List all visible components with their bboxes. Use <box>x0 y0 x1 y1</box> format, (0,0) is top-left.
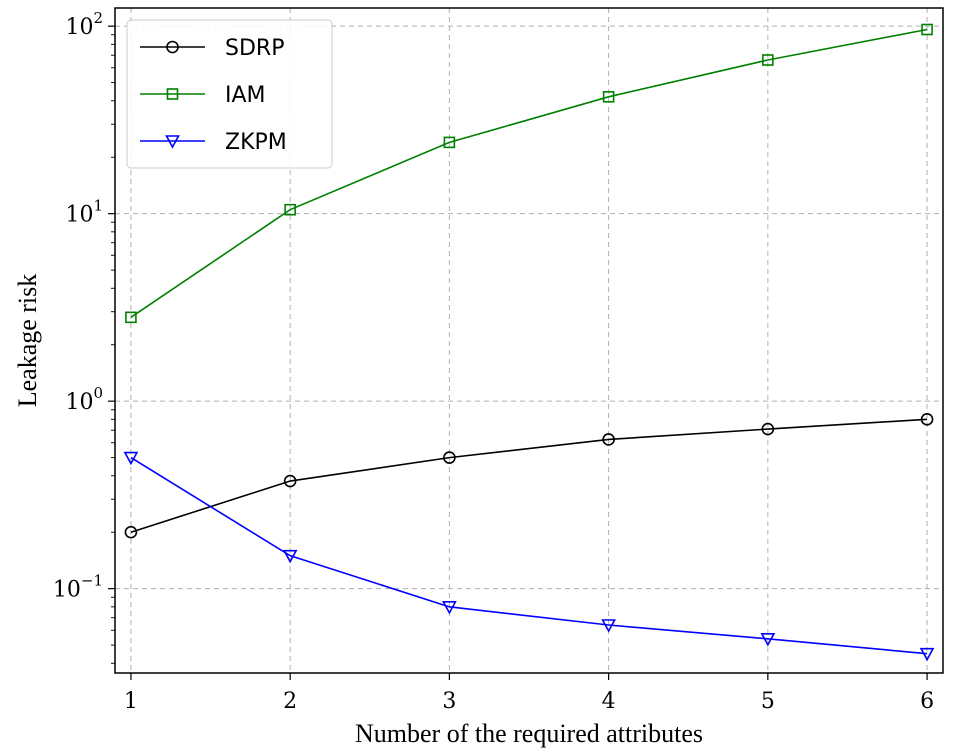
y-axis: 10−1 100 101 102 <box>53 9 115 664</box>
series-sdrp <box>124 413 934 539</box>
legend-item-iam: IAM <box>140 83 266 108</box>
y-tick-label: 10−1 <box>53 572 103 603</box>
legend-item-zkpm: ZKPM <box>140 130 287 155</box>
x-tick-label: 1 <box>124 689 138 714</box>
x-axis-title: Number of the required attributes <box>355 719 703 748</box>
data-point-sdrp <box>443 451 456 464</box>
data-point-zkpm <box>442 601 457 615</box>
data-point-iam <box>284 203 296 216</box>
data-point-zkpm <box>282 549 298 564</box>
y-tick-label: 101 <box>65 197 103 228</box>
data-point-sdrp <box>602 433 615 446</box>
legend-marker-zkpm <box>165 135 180 149</box>
data-point-iam <box>443 136 456 149</box>
legend-marker-sdrp <box>166 40 179 54</box>
legend-box <box>126 19 333 169</box>
x-tick-label: 2 <box>283 689 297 714</box>
data-point-sdrp <box>920 413 934 426</box>
data-point-iam <box>125 311 137 324</box>
legend-label-zkpm: ZKPM <box>225 130 287 155</box>
data-point-sdrp <box>124 525 138 539</box>
x-tick-label: 3 <box>442 689 456 714</box>
data-point-sdrp <box>283 474 297 488</box>
data-point-zkpm <box>123 451 139 466</box>
data-point-sdrp <box>761 422 775 436</box>
series-layer <box>123 23 935 662</box>
data-point-iam <box>602 91 615 103</box>
x-tick-label: 4 <box>602 689 616 714</box>
series-line-sdrp <box>130 418 928 533</box>
data-point-zkpm <box>760 633 776 647</box>
legend-label-iam: IAM <box>225 83 266 108</box>
y-tick-label: 102 <box>65 9 103 40</box>
series-iam <box>125 23 933 324</box>
data-point-zkpm <box>919 647 935 662</box>
plot-frame <box>114 7 944 674</box>
data-point-zkpm <box>601 619 616 633</box>
data-point-iam <box>762 54 774 66</box>
x-tick-label: 6 <box>920 689 934 714</box>
x-axis: 1 2 3 4 5 6 <box>124 673 934 714</box>
legend: SDRP IAM ZKPM <box>126 19 333 169</box>
series-zkpm <box>123 451 935 662</box>
x-tick-label: 5 <box>761 689 775 714</box>
data-point-iam <box>921 23 933 36</box>
legend-item-sdrp: SDRP <box>140 36 284 61</box>
legend-label-sdrp: SDRP <box>225 36 284 61</box>
y-axis-title: Leakage risk <box>13 274 42 408</box>
series-line-zkpm <box>130 456 928 655</box>
series-line-iam <box>130 28 928 318</box>
y-tick-label: 100 <box>65 384 103 415</box>
legend-marker-iam <box>166 88 179 100</box>
